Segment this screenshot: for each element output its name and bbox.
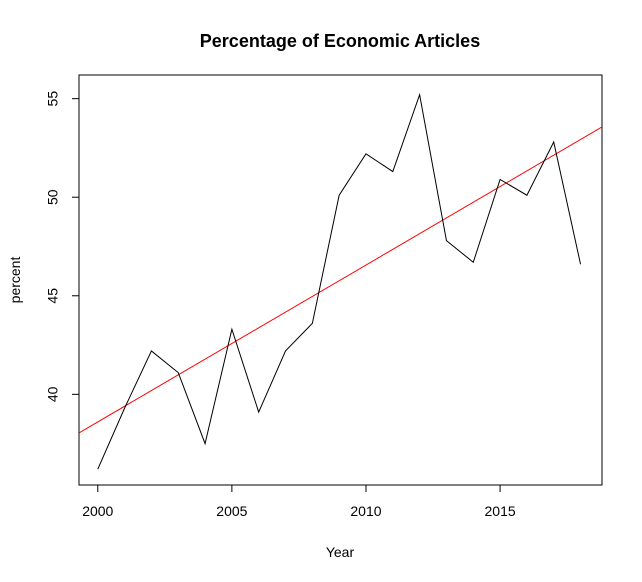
x-tick-label: 2000 (82, 503, 113, 519)
x-tick-label: 2010 (350, 503, 381, 519)
series-line (97, 92, 582, 470)
chart-title: Percentage of Economic Articles (200, 31, 480, 51)
y-tick-label: 40 (45, 386, 61, 402)
y-tick-label: 50 (45, 189, 61, 205)
y-tick-label: 55 (45, 91, 61, 107)
y-tick-label: 45 (45, 288, 61, 304)
y-axis-label: percent (7, 257, 23, 304)
plot-area: 2000 2005 2010 2015 40 45 50 55 (45, 74, 603, 519)
x-tick-label: 2015 (485, 503, 516, 519)
trend-line (79, 126, 602, 434)
x-tick-label: 2005 (216, 503, 247, 519)
x-axis-label: Year (326, 544, 355, 560)
